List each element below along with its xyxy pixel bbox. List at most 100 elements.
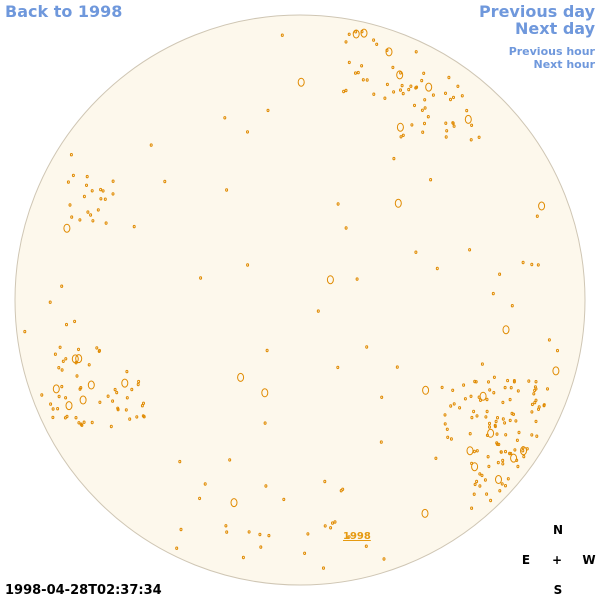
contour bbox=[57, 394, 61, 399]
contour bbox=[473, 482, 477, 487]
contour bbox=[468, 248, 472, 252]
contour bbox=[121, 378, 129, 388]
contour bbox=[415, 85, 419, 89]
contour bbox=[280, 33, 284, 37]
contour bbox=[522, 454, 526, 459]
contour bbox=[282, 497, 286, 502]
contour bbox=[469, 138, 473, 142]
contour bbox=[444, 91, 447, 96]
contour bbox=[379, 440, 383, 444]
contour bbox=[130, 387, 134, 392]
contour bbox=[132, 224, 136, 229]
contour bbox=[509, 451, 513, 456]
contour bbox=[501, 462, 505, 466]
contour bbox=[503, 385, 507, 390]
contour bbox=[73, 319, 77, 324]
compass-south: S bbox=[553, 583, 563, 597]
contour bbox=[344, 40, 348, 44]
contour bbox=[491, 291, 495, 296]
contour bbox=[175, 546, 179, 550]
contour bbox=[347, 535, 351, 539]
contour bbox=[91, 219, 95, 223]
contour bbox=[360, 28, 368, 38]
contour bbox=[97, 349, 101, 353]
contour bbox=[487, 428, 495, 438]
contour bbox=[502, 325, 510, 335]
contour bbox=[493, 423, 497, 428]
contour bbox=[534, 380, 538, 384]
contour bbox=[106, 394, 110, 398]
contour bbox=[65, 401, 73, 411]
contour bbox=[489, 498, 493, 503]
contour bbox=[401, 91, 405, 96]
contour bbox=[391, 65, 395, 70]
contour bbox=[423, 121, 426, 126]
contour bbox=[99, 187, 103, 192]
contour bbox=[98, 400, 102, 404]
contour bbox=[372, 92, 376, 96]
contour bbox=[258, 532, 262, 537]
next-hour-link[interactable]: Next hour bbox=[533, 58, 596, 71]
contour bbox=[383, 96, 387, 100]
contour bbox=[466, 446, 474, 456]
contour bbox=[517, 430, 521, 435]
contour bbox=[435, 266, 439, 271]
contour bbox=[516, 464, 520, 469]
contour bbox=[331, 521, 334, 525]
contour bbox=[426, 115, 430, 119]
contour bbox=[486, 455, 490, 459]
contour bbox=[79, 395, 87, 405]
contour bbox=[360, 64, 364, 68]
contour bbox=[504, 433, 508, 437]
contour bbox=[137, 379, 141, 384]
contour bbox=[323, 479, 327, 484]
contour bbox=[51, 415, 55, 420]
contour bbox=[556, 348, 559, 353]
contour bbox=[372, 38, 376, 42]
contour bbox=[409, 84, 413, 88]
compass-center: + bbox=[551, 553, 563, 567]
contour bbox=[89, 213, 93, 217]
contour bbox=[82, 420, 86, 424]
contour bbox=[223, 116, 227, 120]
next-day-link[interactable]: Next day bbox=[515, 19, 595, 38]
contour bbox=[79, 422, 83, 426]
contour bbox=[400, 83, 404, 88]
contour bbox=[149, 143, 153, 147]
contour bbox=[521, 449, 525, 453]
contour bbox=[355, 277, 359, 281]
back-link[interactable]: Back to 1998 bbox=[5, 2, 123, 21]
contour bbox=[86, 210, 90, 214]
contour bbox=[356, 70, 360, 75]
contour bbox=[492, 375, 496, 379]
contour bbox=[68, 203, 72, 207]
contour bbox=[443, 413, 447, 417]
contour bbox=[422, 71, 426, 76]
compass-west: W bbox=[582, 553, 596, 567]
contour bbox=[475, 414, 479, 418]
previous-hour-link[interactable]: Previous hour bbox=[508, 45, 595, 58]
contour bbox=[434, 456, 438, 460]
contour bbox=[512, 379, 516, 383]
solar-disk bbox=[14, 14, 586, 586]
contour bbox=[399, 88, 402, 92]
contour bbox=[347, 60, 351, 65]
contour bbox=[488, 388, 492, 392]
compass-east: E bbox=[521, 553, 531, 567]
contour bbox=[516, 389, 520, 393]
year-link[interactable]: 1998 bbox=[343, 531, 371, 542]
contour bbox=[365, 345, 369, 349]
previous-day-link[interactable]: Previous day bbox=[478, 2, 595, 21]
contour bbox=[510, 453, 518, 463]
contour bbox=[478, 472, 482, 476]
contour bbox=[534, 419, 538, 424]
contour bbox=[473, 379, 477, 384]
contour bbox=[399, 71, 403, 75]
contour bbox=[464, 114, 472, 124]
contour bbox=[513, 448, 517, 452]
timestamp: 1998-04-28T02:37:34 bbox=[5, 583, 162, 598]
contour bbox=[382, 557, 386, 561]
contour bbox=[485, 397, 489, 402]
contour bbox=[496, 460, 500, 465]
contour bbox=[552, 366, 560, 376]
